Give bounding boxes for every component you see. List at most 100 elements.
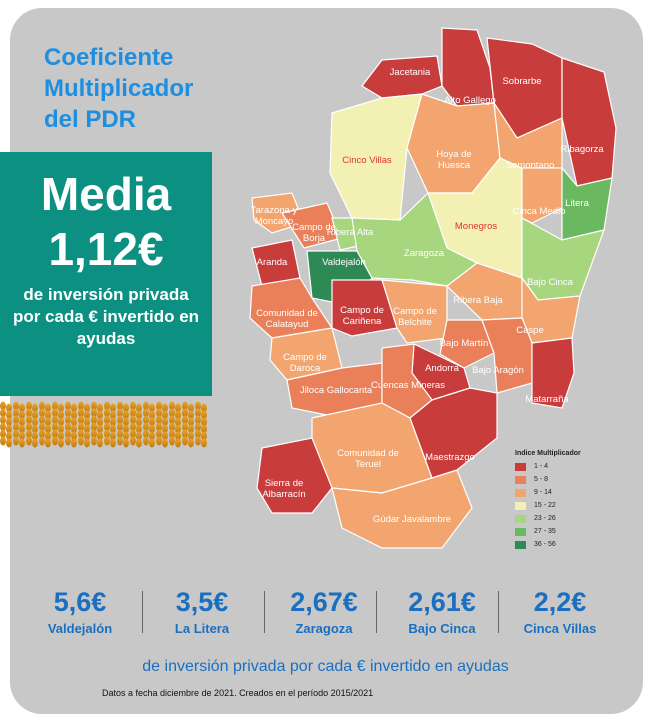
- region-label: Zaragoza: [404, 248, 445, 259]
- title-line-1: Coeficiente: [44, 44, 174, 71]
- region-area: [409, 387, 498, 479]
- wheat-stalk: [65, 401, 77, 448]
- legend-swatch: [515, 462, 526, 471]
- media-description: de inversión privada por cada € invertid…: [12, 285, 200, 348]
- region-area: [531, 337, 575, 409]
- media-panel: Media 1,12€ de inversión privada por cad…: [0, 152, 212, 396]
- region-label: Cinca Medio: [513, 206, 566, 217]
- divider: [376, 591, 377, 633]
- region-label: Monegros: [455, 221, 497, 232]
- region-area: [256, 437, 333, 514]
- region-area: [329, 93, 423, 221]
- region-label: Bajo Martín: [440, 338, 489, 349]
- map-legend: Indice Multiplicador 1 - 4 5 - 8 9 - 14 15 …: [515, 450, 625, 551]
- legend-swatch: [515, 501, 526, 510]
- wheat-stalk: [78, 401, 90, 448]
- divider: [498, 591, 499, 633]
- stat-valdejalon: 5,6€ Valdejalón: [20, 585, 140, 636]
- divider: [264, 591, 265, 633]
- stat-value: 2,2€: [533, 587, 587, 617]
- legend-item: 5 - 8: [515, 473, 625, 486]
- wheat-stalk: [117, 401, 129, 448]
- legend-item: 1 - 4: [515, 460, 625, 473]
- media-value: 1,12€: [48, 223, 164, 275]
- legend-label: 9 - 14: [534, 489, 552, 496]
- region-area: [331, 469, 473, 549]
- region-label: Gúdar Javalambre: [373, 514, 451, 525]
- region-label: Sobrarbe: [502, 76, 541, 87]
- date-note: Datos a fecha diciembre de 2021. Creados…: [102, 688, 374, 698]
- wheat-stalk: [13, 401, 25, 448]
- page-title: Coeficiente Multiplicador del PDR: [44, 42, 244, 135]
- stat-value: 2,67€: [290, 587, 358, 617]
- legend-swatch: [515, 488, 526, 497]
- wheat-stalk: [195, 401, 207, 448]
- legend-label: 1 - 4: [534, 463, 549, 470]
- region-label: Matarraña: [525, 394, 569, 405]
- region-label: Cinco Villas: [342, 155, 392, 166]
- wheat-stalk: [169, 401, 181, 448]
- legend-label: 5 - 8: [534, 476, 549, 483]
- region-label: Comunidad de Calatayud: [256, 308, 318, 330]
- divider: [142, 591, 143, 633]
- wheat-stalk: [0, 401, 12, 448]
- region-label: Bajo Cinca: [527, 277, 574, 288]
- region-label: Andorra: [425, 363, 460, 374]
- region-label: Campo de Daroca: [283, 352, 327, 374]
- stat-value: 3,5€: [175, 587, 229, 617]
- region-area: [331, 279, 398, 337]
- legend-label: 36 - 56: [534, 541, 556, 548]
- region-area: [439, 319, 495, 369]
- stat-cinca-villas: 2,2€ Cinca Villas: [500, 585, 620, 636]
- legend-label: 23 - 26: [534, 515, 556, 522]
- region-label: Sierra de Albarracín: [262, 478, 305, 500]
- region-label: Ribagorza: [560, 144, 604, 155]
- stat-la-litera: 3,5€ La Litera: [142, 585, 262, 636]
- legend-item: 9 - 14: [515, 486, 625, 499]
- legend-item: 23 - 26: [515, 512, 625, 525]
- stat-value: 5,6€: [53, 587, 107, 617]
- legend-item: 27 - 35: [515, 525, 625, 538]
- stat-value: 2,61€: [408, 587, 476, 617]
- media-heading: Media: [40, 168, 172, 220]
- legend-label: 15 - 22: [534, 502, 556, 509]
- legend-label: 27 - 35: [534, 528, 556, 535]
- wheat-illustration: [0, 401, 207, 448]
- region-area: [381, 279, 448, 344]
- region-label: Jacetania: [390, 67, 431, 78]
- legend-item: 36 - 56: [515, 538, 625, 551]
- region-label: Caspe: [516, 325, 543, 336]
- stat-label: Zaragoza: [295, 621, 353, 636]
- region-label: Campo de Cariñena: [340, 305, 384, 327]
- stat-zaragoza: 2,67€ Zaragoza: [264, 585, 384, 636]
- legend-swatch: [515, 475, 526, 484]
- region-label: Maestrazgo: [425, 452, 475, 463]
- region-area: [521, 167, 563, 224]
- stat-label: Cinca Villas: [523, 621, 597, 636]
- stat-label: La Litera: [174, 621, 230, 636]
- wheat-stalk: [91, 401, 103, 448]
- legend-swatch: [515, 514, 526, 523]
- legend-title: Indice Multiplicador: [515, 450, 581, 457]
- region-label: Aranda: [257, 257, 288, 268]
- region-label: Somontano: [506, 160, 555, 171]
- wheat-stalk: [104, 401, 116, 448]
- stat-bajo-cinca: 2,61€ Bajo Cinca: [382, 585, 502, 636]
- region-label: Ribera Alta: [327, 227, 374, 238]
- wheat-stalk: [130, 401, 142, 448]
- stats-row: 5,6€ Valdejalón 3,5€ La Litera 2,67€ Zar…: [20, 585, 630, 645]
- wheat-stalk: [39, 401, 51, 448]
- wheat-stalk: [182, 401, 194, 448]
- footer-text: de inversión privada por cada € invertid…: [142, 658, 509, 675]
- region-label: Tarazona y Moncayo: [251, 205, 298, 227]
- region-label: Litera: [565, 198, 589, 209]
- wheat-stalk: [26, 401, 38, 448]
- stat-label: Valdejalón: [47, 621, 113, 636]
- title-line-2: Multiplicador: [44, 75, 194, 102]
- stat-label: Bajo Cinca: [408, 621, 476, 636]
- region-label: Hoya de Huesca: [436, 149, 471, 171]
- region-label: Valdejalón: [322, 257, 366, 268]
- region-label: Cuencas Mineras: [371, 380, 445, 391]
- wheat-stalk: [156, 401, 168, 448]
- region-label: Jiloca Gallocanta: [300, 385, 373, 396]
